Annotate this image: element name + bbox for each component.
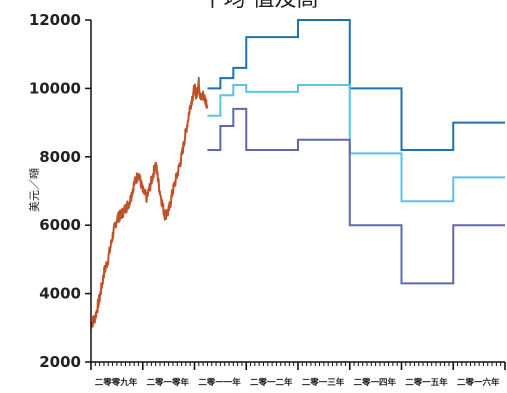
series-average-line — [207, 83, 505, 203]
x-tick-label: 二零一二年 — [250, 377, 293, 388]
x-tick-label: 二零一四年 — [353, 377, 396, 388]
series-high-line — [207, 19, 505, 151]
series-layer — [90, 19, 505, 329]
x-tick-label: 二零零九年 — [95, 377, 138, 388]
x-tick-label: 二零一一年 — [198, 377, 241, 388]
x-tick-label: 二零一零年 — [146, 377, 189, 388]
chart-title: 平均 值及高 — [202, 0, 319, 12]
x-tick-label: 二零一五年 — [405, 377, 448, 388]
y-tick-label: 10000 — [29, 79, 81, 97]
x-tick-label: 二零一三年 — [302, 377, 345, 388]
series-low-line — [207, 107, 505, 285]
y-tick-label: 12000 — [29, 11, 81, 29]
y-tick-label: 2000 — [39, 353, 81, 371]
y-tick-label: 6000 — [39, 216, 81, 234]
x-tick-label: 二零一六年 — [457, 377, 500, 388]
x-axis: 二零零九年 二零一零年 二零一一年 二零一二年 二零一三年 二零一四年 二零一五年 二零一六年 — [90, 362, 506, 388]
y-axis-title: 美元／噸 — [27, 168, 41, 212]
series-historical-line — [90, 76, 209, 329]
y-tick-label: 8000 — [39, 148, 81, 166]
y-axis: 2000 4000 6000 8000 10000 12000 — [29, 11, 91, 371]
y-tick-label: 4000 — [39, 285, 81, 303]
